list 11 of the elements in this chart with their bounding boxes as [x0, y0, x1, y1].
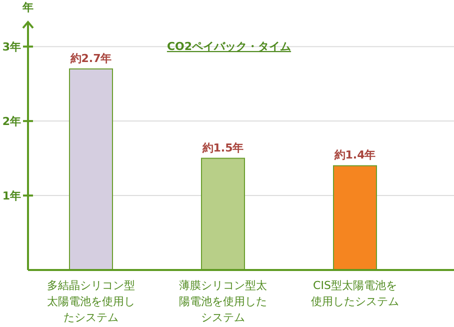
y-axis-title: 年: [22, 1, 34, 14]
y-tick-label: 3年: [2, 40, 21, 54]
x-tick-label: 薄膜シリコン型太陽電池を使用したシステム: [179, 279, 267, 324]
x-tick-label: CIS型太陽電池を使用したシステム: [311, 279, 399, 308]
data-label: 約1.5年: [201, 141, 244, 154]
text: CO2ペイバック・タイム: [166, 40, 292, 53]
y-tick-label: 1年: [2, 190, 21, 203]
data-label: 約1.4年: [333, 148, 376, 162]
data-label: 約2.7年: [69, 52, 112, 65]
y-tick-label: 2年: [2, 115, 21, 128]
x-tick-label: 多結晶シリコン型太陽電池を使用したシステム: [47, 279, 135, 324]
